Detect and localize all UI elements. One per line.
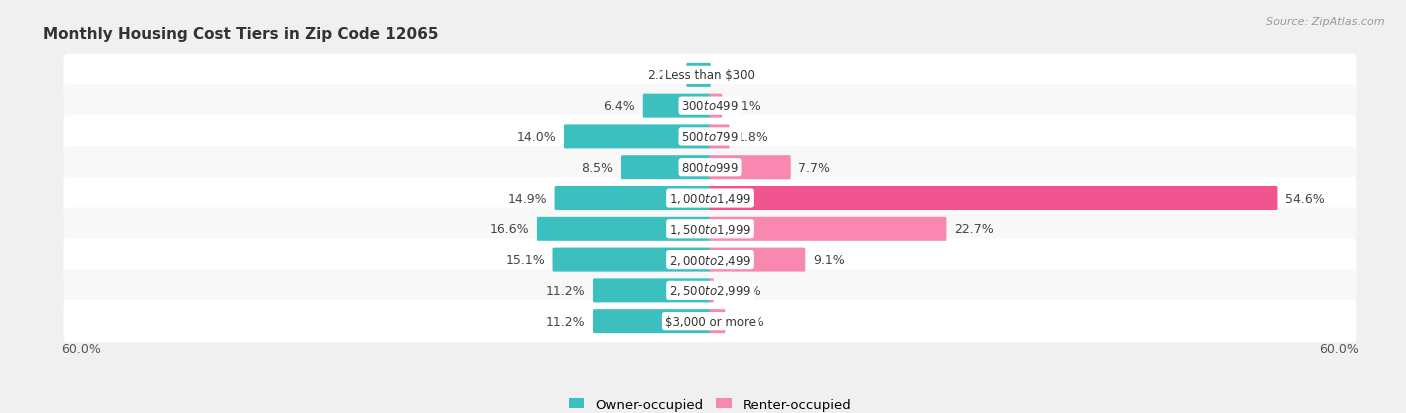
FancyBboxPatch shape — [63, 270, 1357, 312]
FancyBboxPatch shape — [686, 64, 711, 88]
Text: 16.6%: 16.6% — [489, 223, 530, 236]
Text: 60.0%: 60.0% — [1319, 342, 1358, 356]
FancyBboxPatch shape — [63, 116, 1357, 158]
FancyBboxPatch shape — [593, 279, 711, 303]
FancyBboxPatch shape — [643, 95, 711, 119]
FancyBboxPatch shape — [63, 85, 1357, 128]
Text: 22.7%: 22.7% — [953, 223, 994, 236]
Text: 11.2%: 11.2% — [546, 315, 585, 328]
Text: 15.1%: 15.1% — [505, 254, 546, 266]
FancyBboxPatch shape — [621, 156, 711, 180]
FancyBboxPatch shape — [593, 309, 711, 333]
Text: 54.6%: 54.6% — [1285, 192, 1324, 205]
Text: 9.1%: 9.1% — [813, 254, 845, 266]
Text: Source: ZipAtlas.com: Source: ZipAtlas.com — [1267, 17, 1385, 26]
FancyBboxPatch shape — [537, 217, 711, 241]
Text: Monthly Housing Cost Tiers in Zip Code 12065: Monthly Housing Cost Tiers in Zip Code 1… — [44, 26, 439, 41]
Text: 1.1%: 1.1% — [730, 100, 762, 113]
Text: 14.0%: 14.0% — [516, 131, 557, 144]
Text: 0.29%: 0.29% — [721, 284, 761, 297]
Text: $800 to $999: $800 to $999 — [681, 161, 740, 174]
FancyBboxPatch shape — [709, 279, 714, 303]
FancyBboxPatch shape — [709, 309, 725, 333]
FancyBboxPatch shape — [554, 187, 711, 211]
Text: $1,500 to $1,999: $1,500 to $1,999 — [669, 222, 751, 236]
FancyBboxPatch shape — [709, 156, 790, 180]
FancyBboxPatch shape — [63, 208, 1357, 250]
Text: $500 to $799: $500 to $799 — [681, 131, 740, 144]
FancyBboxPatch shape — [63, 300, 1357, 343]
Text: 2.2%: 2.2% — [647, 69, 679, 82]
Text: 6.4%: 6.4% — [603, 100, 636, 113]
Text: $2,500 to $2,999: $2,500 to $2,999 — [669, 284, 751, 298]
FancyBboxPatch shape — [709, 187, 1278, 211]
FancyBboxPatch shape — [63, 177, 1357, 220]
Text: 8.5%: 8.5% — [582, 161, 613, 174]
FancyBboxPatch shape — [709, 125, 730, 149]
FancyBboxPatch shape — [553, 248, 711, 272]
FancyBboxPatch shape — [63, 239, 1357, 281]
FancyBboxPatch shape — [709, 248, 806, 272]
Text: 7.7%: 7.7% — [799, 161, 830, 174]
FancyBboxPatch shape — [709, 95, 723, 119]
FancyBboxPatch shape — [709, 217, 946, 241]
FancyBboxPatch shape — [564, 125, 711, 149]
Text: 60.0%: 60.0% — [62, 342, 101, 356]
Text: 14.9%: 14.9% — [508, 192, 547, 205]
Text: 1.8%: 1.8% — [737, 131, 769, 144]
FancyBboxPatch shape — [63, 147, 1357, 189]
Text: 1.4%: 1.4% — [733, 315, 765, 328]
Text: Less than $300: Less than $300 — [665, 69, 755, 82]
FancyBboxPatch shape — [63, 55, 1357, 97]
Text: $3,000 or more: $3,000 or more — [665, 315, 755, 328]
Legend: Owner-occupied, Renter-occupied: Owner-occupied, Renter-occupied — [564, 392, 856, 413]
Text: 11.2%: 11.2% — [546, 284, 585, 297]
Text: $300 to $499: $300 to $499 — [681, 100, 740, 113]
Text: $2,000 to $2,499: $2,000 to $2,499 — [669, 253, 751, 267]
Text: $1,000 to $1,499: $1,000 to $1,499 — [669, 192, 751, 206]
